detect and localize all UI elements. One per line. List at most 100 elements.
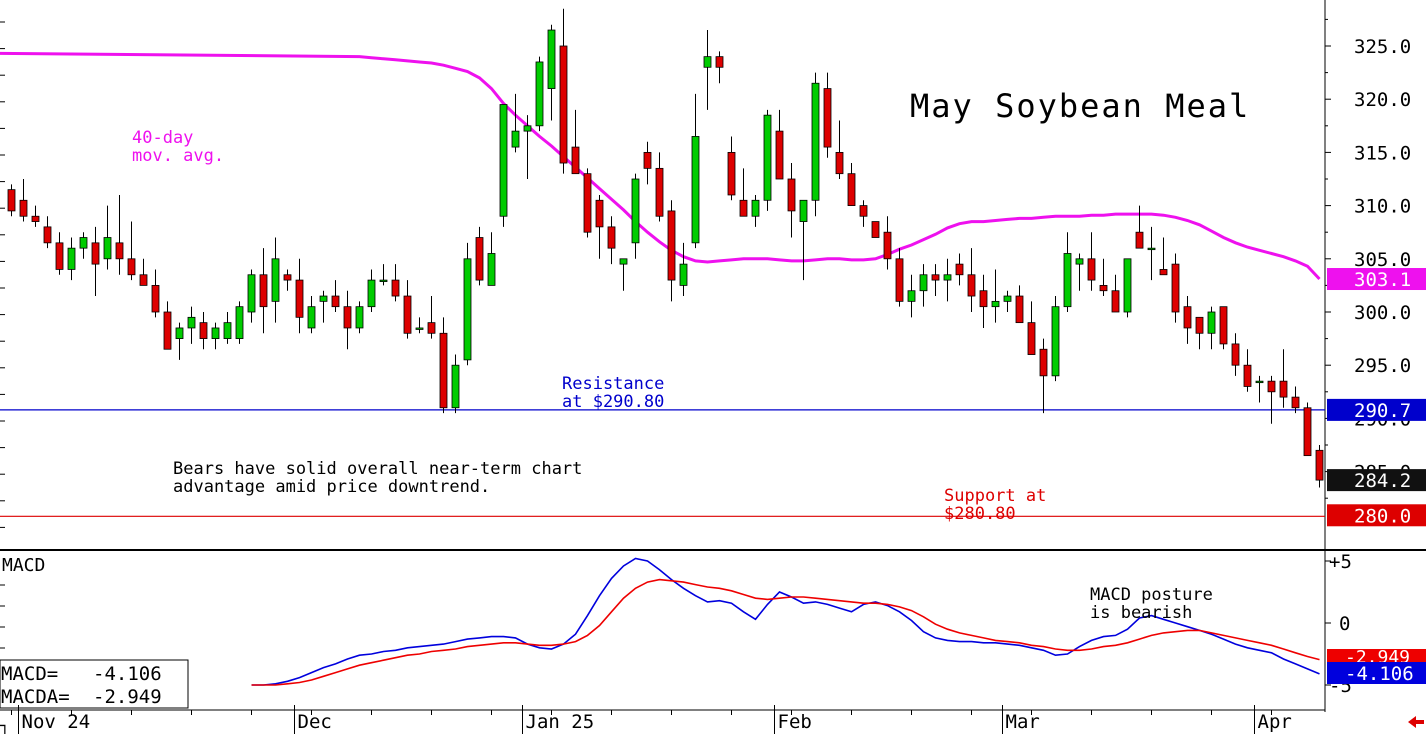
candle-body [379,279,388,282]
candle [31,205,40,227]
macd-y-tick-label: 0 [1339,613,1350,635]
candle [175,322,184,360]
candle-body [967,274,976,297]
candle [967,248,976,312]
candle [235,301,244,344]
candle [163,301,172,350]
candle-body [115,242,124,260]
candle-body [1243,364,1252,387]
candle-body [679,263,688,286]
candle-body [775,130,784,180]
candle-body [151,284,160,313]
macd-value-tag: -4.106 [1345,663,1414,685]
candle-body [427,322,436,334]
macda-value-tag-bg [1327,649,1426,664]
candle-body [1195,316,1204,334]
candle [247,269,256,323]
candle [91,226,100,297]
candle-body [1255,380,1264,384]
price-y-tick-label: 320.0 [1354,89,1411,111]
candle [43,216,52,249]
candle [607,216,616,265]
candle [727,136,736,201]
macd-readout-label: MACD= [1,663,58,685]
candle [295,258,304,334]
candle-body [295,279,304,318]
candle-body [595,199,604,228]
candle-body [1111,290,1120,313]
candle-body [1099,284,1108,292]
x-axis-label: Jan 25 [526,711,595,733]
candle [919,264,928,307]
candle [1123,258,1132,318]
candle [715,51,724,84]
candle [1195,316,1204,350]
candle-body [199,322,208,340]
scroll-left-arrow-icon[interactable] [1408,716,1424,728]
candle [343,290,352,350]
candle [1087,232,1096,291]
candle-body [535,61,544,127]
candle [799,199,808,281]
candle [451,354,460,414]
candle [691,93,700,249]
candle [655,152,664,222]
candle-body [1123,258,1132,313]
candle-body [739,199,748,217]
candle [523,115,532,179]
candle-body [355,306,364,329]
candle-body [1171,263,1180,313]
candle-body [1183,306,1192,329]
candle [703,30,712,110]
candle-body [103,237,112,260]
macd-line [251,557,1320,686]
candle [1063,232,1072,312]
candle [439,317,448,414]
candle [571,109,580,175]
candle [883,216,892,270]
candle [751,194,760,227]
candle-body [19,199,28,217]
candle [487,232,496,286]
candle-body [1147,247,1156,251]
candle [631,173,640,259]
candle-body [1015,295,1024,324]
candle [835,120,844,179]
macd-y-tick-label: +5 [1329,551,1352,573]
candle [499,104,508,227]
macd-readout-label: MACDA= [1,686,70,708]
x-axis-label: Feb [778,711,812,733]
candle [19,179,28,222]
candle [427,296,436,339]
candle-body [271,258,280,302]
candle [559,8,568,174]
candle-body [835,151,844,175]
candle-body [331,295,340,308]
candle [259,248,268,334]
candle-body [907,290,916,302]
candle [787,163,796,238]
candle-body [547,29,556,89]
support-label: Support at $280.80 [944,486,1046,524]
candle-body [1291,396,1300,409]
candle-body [211,327,220,339]
candle-body [307,306,316,329]
price-y-tick-label: 295.0 [1354,355,1411,377]
macd-readout-value: -2.949 [93,686,162,708]
candle-body [343,306,352,329]
candle [331,280,340,312]
candle-body [583,173,592,233]
candle-body [847,173,856,206]
candle-body [787,178,796,212]
candle-body [223,322,232,340]
candle [67,237,76,281]
candle [547,24,556,121]
candle [1303,402,1312,457]
candle-body [955,263,964,276]
price-y-tick-label: 305.0 [1354,249,1411,271]
candle [895,248,904,307]
candle [1051,296,1060,382]
candle-body [235,306,244,339]
candle-body [943,274,952,281]
